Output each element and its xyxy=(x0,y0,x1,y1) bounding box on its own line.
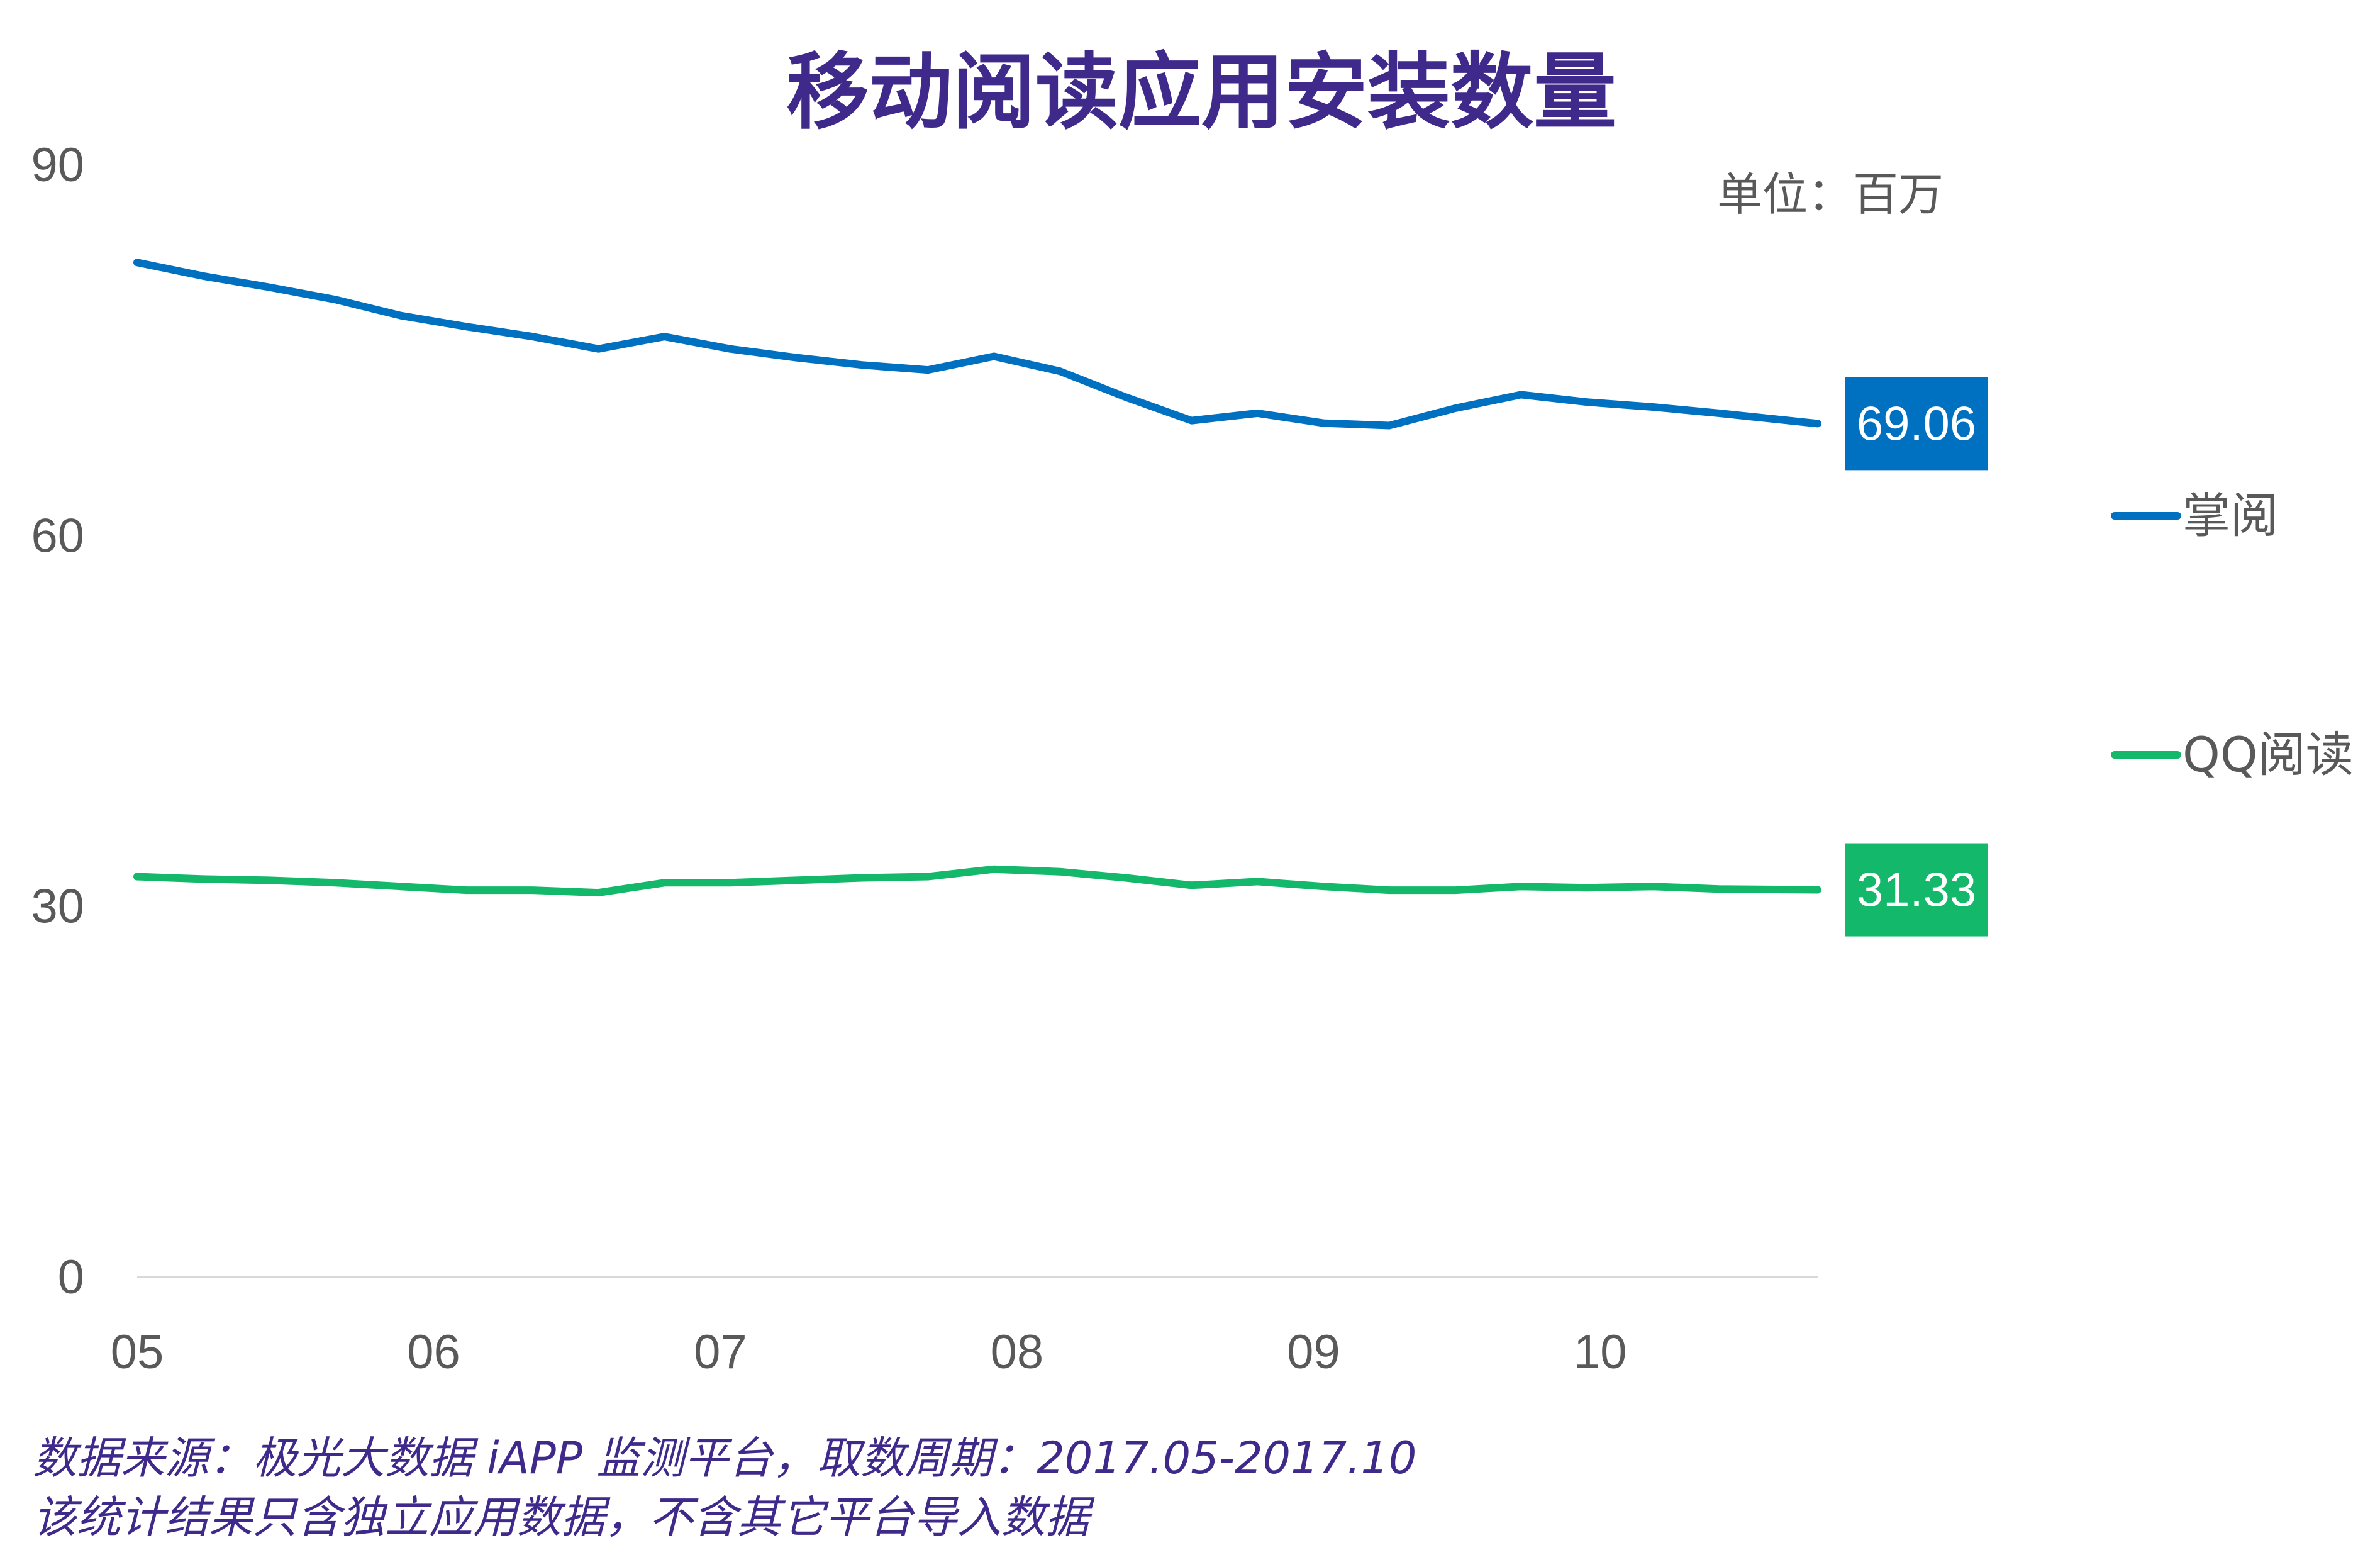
y-tick-label: 0 xyxy=(58,1251,84,1304)
end-value-box xyxy=(1845,377,1988,471)
x-tick-label: 07 xyxy=(694,1325,747,1379)
y-tick-label: 30 xyxy=(31,880,84,934)
data-source-note: 数据来源：极光大数据 iAPP 监测平台，取数周期：2017.05-2017.1… xyxy=(33,1432,1417,1484)
y-tick-label: 90 xyxy=(31,138,84,192)
end-value-box xyxy=(1845,843,1988,937)
series-layer xyxy=(133,259,1821,897)
scope-note: 该统计结果只含独立应用数据，不含其它平台导入数据 xyxy=(33,1491,1089,1543)
end-value-label: 31.33 xyxy=(1857,864,1976,917)
end-labels: 69.06 31.33 xyxy=(1845,377,1988,937)
x-tick-label: 05 xyxy=(111,1325,164,1379)
x-tick-label: 09 xyxy=(1287,1325,1340,1379)
axes: 0 30 60 90 05 06 07 08 09 10 xyxy=(31,138,1818,1379)
legend: 掌阅 QQ阅读 xyxy=(2111,488,2354,783)
x-tick-label: 08 xyxy=(991,1325,1044,1379)
series-line-zhangyue xyxy=(133,259,1821,430)
series-line-qq-reading xyxy=(133,865,1821,897)
y-tick-label: 60 xyxy=(31,509,84,562)
unit-label: 单位：百万 xyxy=(1717,168,1943,221)
legend-label: QQ阅读 xyxy=(2183,727,2354,783)
legend-label: 掌阅 xyxy=(2183,488,2278,544)
end-value-label: 69.06 xyxy=(1857,397,1976,450)
x-tick-label: 06 xyxy=(407,1325,460,1379)
x-tick-label: 10 xyxy=(1574,1325,1627,1379)
chart-title: 移动阅读应用安装数量 xyxy=(786,44,1616,141)
